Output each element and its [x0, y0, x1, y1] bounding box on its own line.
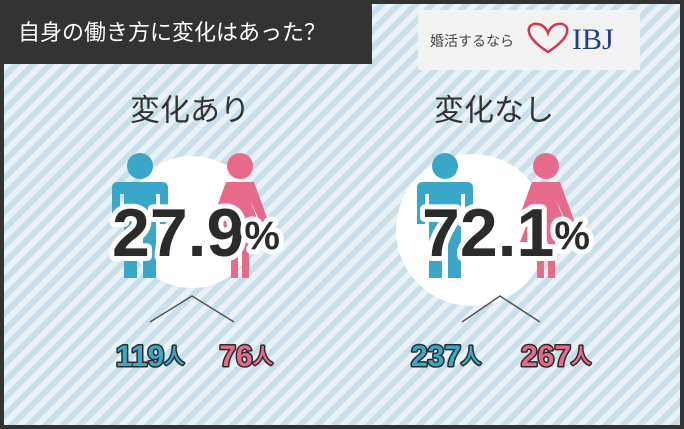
caret: [149, 295, 235, 323]
count: 237: [411, 340, 461, 373]
panel-label: 変化あり: [130, 94, 250, 129]
percent-unit: %: [554, 214, 590, 258]
count-unit: 人: [461, 345, 482, 368]
count: 76: [219, 340, 252, 373]
logo-box: [418, 10, 640, 70]
logo-text: 婚活するなら: [430, 34, 514, 50]
women-count: 76人: [219, 340, 273, 373]
percent-unit: %: [244, 214, 280, 258]
count-unit: 人: [164, 345, 185, 368]
count-unit: 人: [571, 345, 592, 368]
percent-value: 72.1: [422, 195, 554, 271]
title-box: [0, 0, 372, 64]
panel-label: 変化なし: [434, 94, 554, 129]
men-count: 119人: [116, 340, 185, 373]
percent: 27.9%: [112, 195, 280, 271]
title: 自身の働き方に変化はあった？: [18, 21, 326, 46]
count-unit: 人: [253, 345, 274, 368]
logo-heart: [527, 22, 569, 54]
men-count: 237人: [411, 340, 482, 373]
percent-value: 27.9: [112, 195, 244, 271]
women-count: 267人: [521, 340, 592, 373]
logo-brand: IBJ: [572, 23, 614, 56]
percent: 72.1%: [422, 195, 590, 271]
count: 119: [116, 340, 164, 373]
caret: [461, 295, 541, 323]
count: 267: [521, 340, 571, 373]
